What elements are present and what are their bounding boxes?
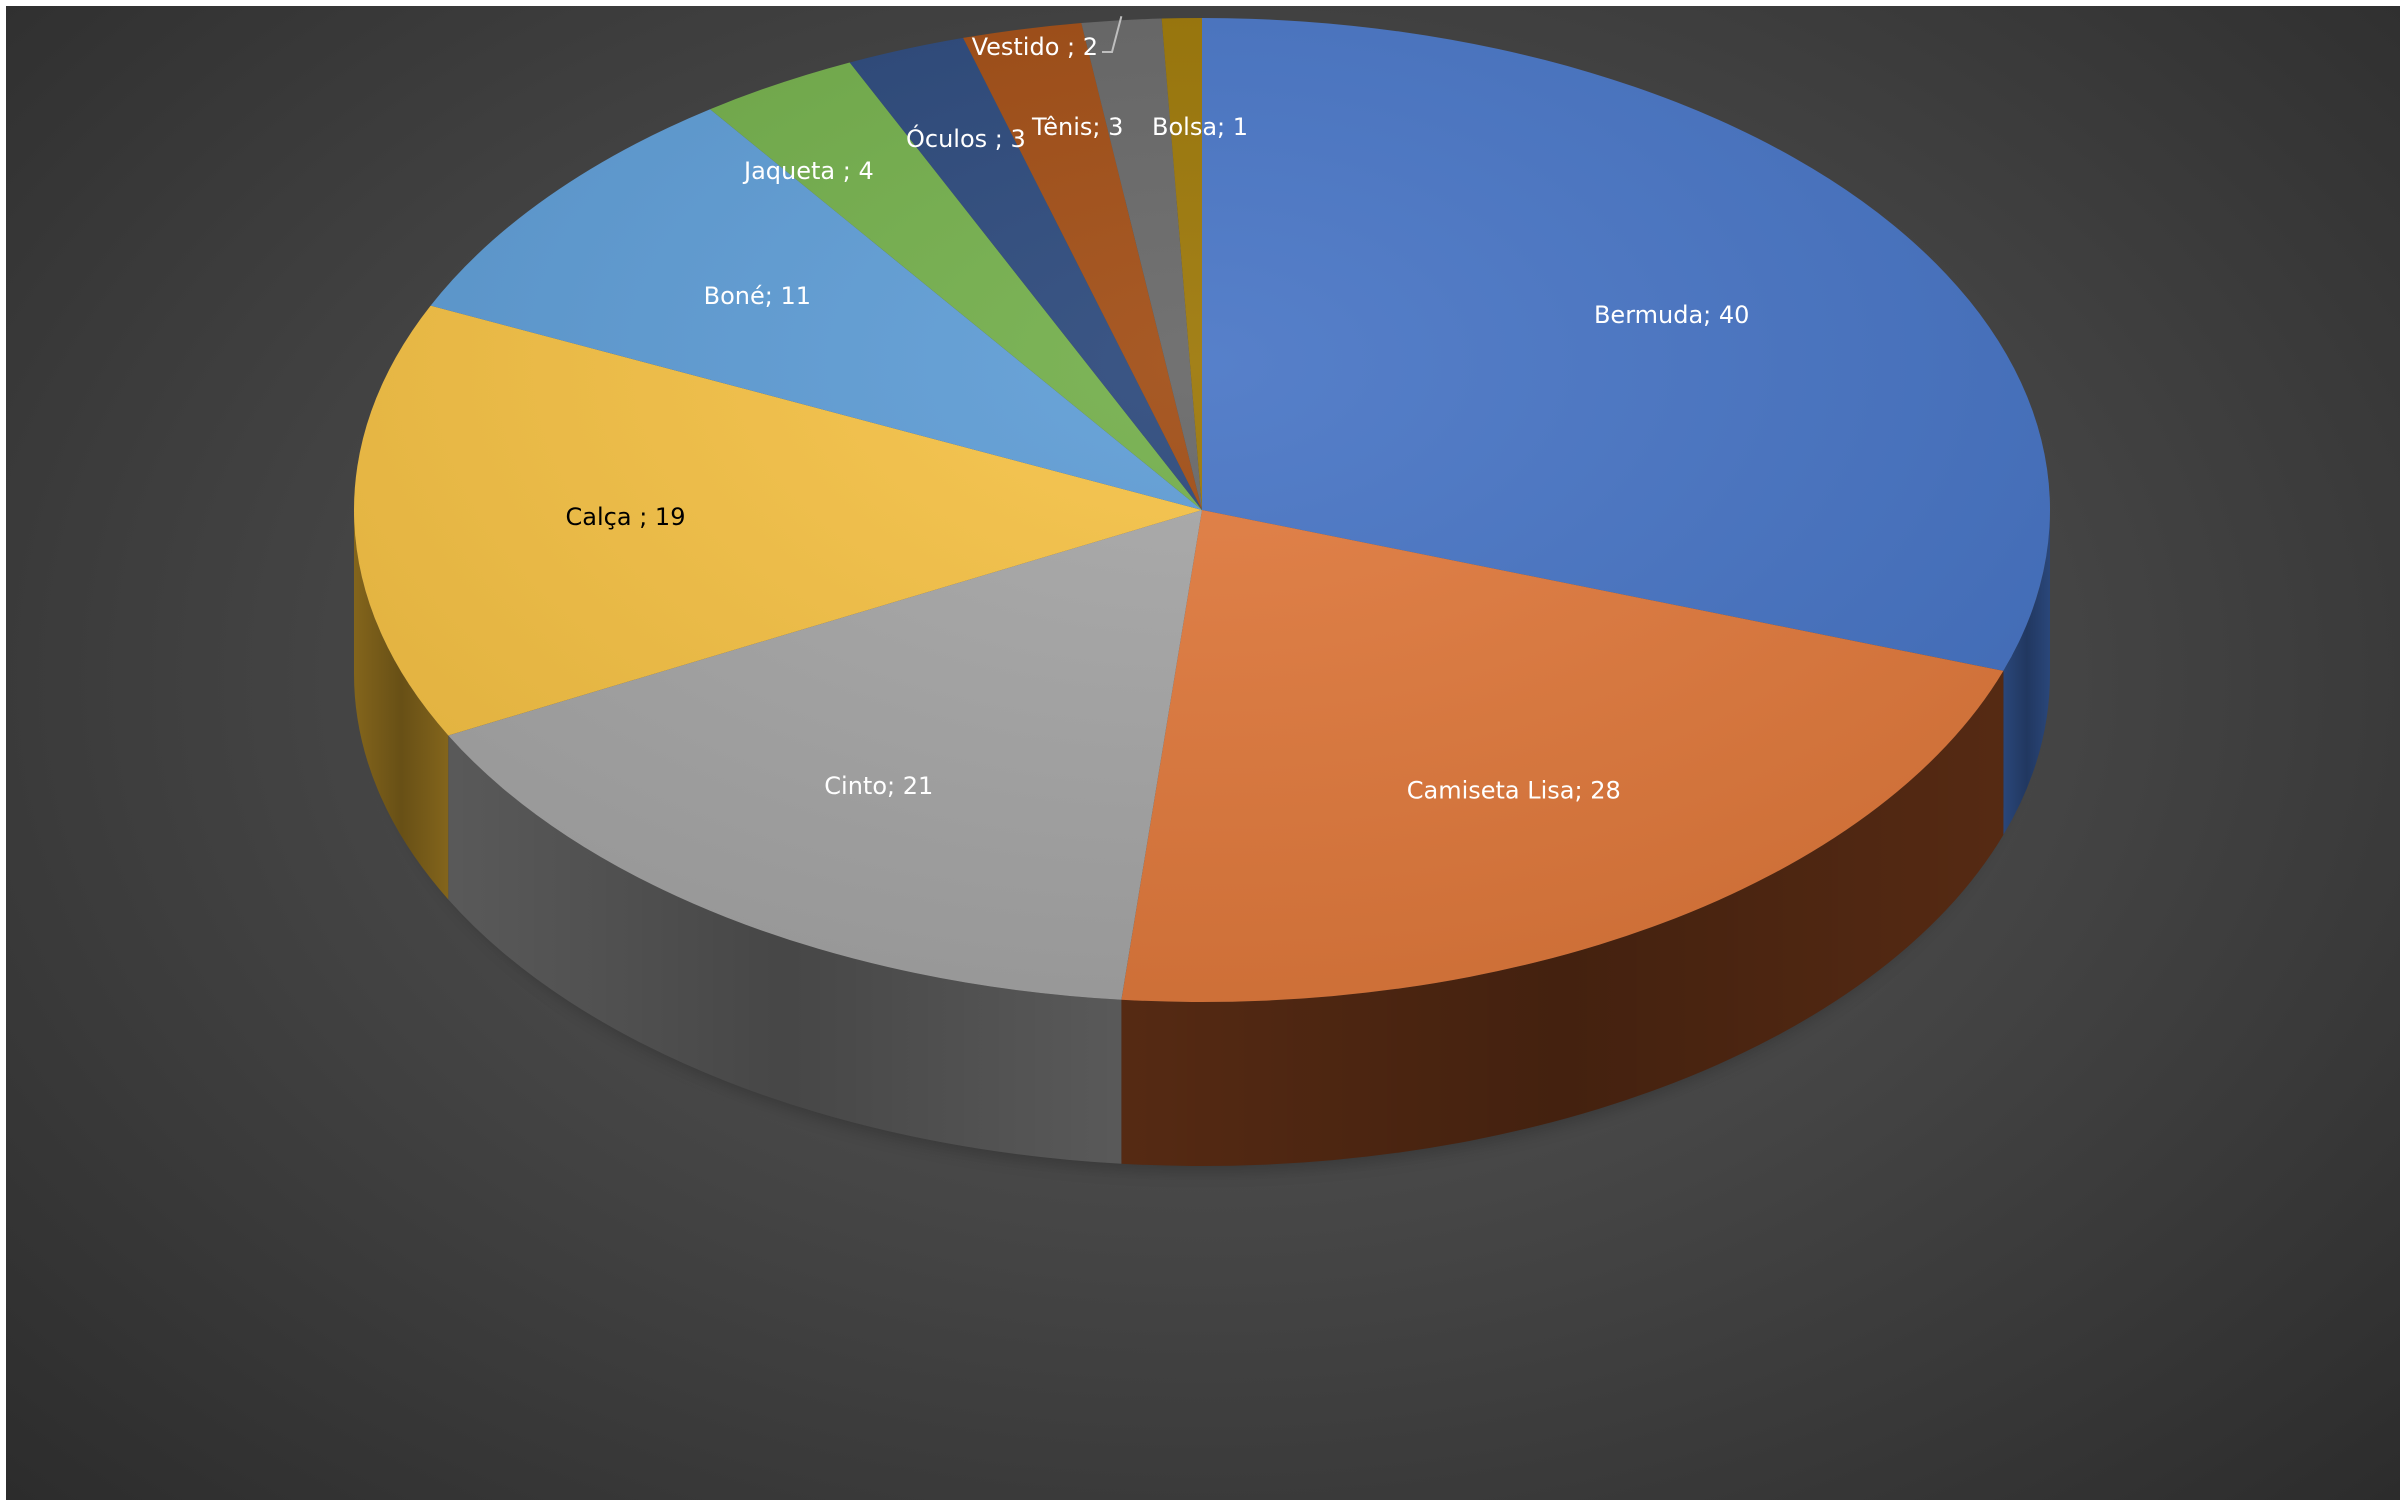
leader-line-vestido bbox=[1102, 15, 1123, 53]
data-label-bon-: Boné; 11 bbox=[704, 282, 811, 310]
pie-side-shade bbox=[354, 510, 449, 900]
chart-area: Bermuda; 40 Camiseta Lisa; 28 Cinto; 21 Cal… bbox=[6, 6, 2400, 1500]
data-label-vestido: Vestido ; 2 bbox=[972, 33, 1098, 61]
pie-chart: Bermuda; 40 Camiseta Lisa; 28 Cinto; 21 Cal… bbox=[354, 15, 2050, 1166]
data-label-cal-a: Calça ; 19 bbox=[566, 503, 686, 531]
pie-side-shade bbox=[448, 735, 1122, 1164]
data-label--culos: Óculos ; 3 bbox=[906, 123, 1026, 153]
data-label-cinto: Cinto; 21 bbox=[824, 772, 933, 800]
data-label-bolsa: Bolsa; 1 bbox=[1152, 113, 1248, 141]
pie-side-shade bbox=[1121, 670, 2004, 1166]
data-label-bermuda: Bermuda; 40 bbox=[1594, 301, 1749, 329]
pie-side-shade bbox=[2003, 510, 2050, 835]
data-label-camiseta-lisa: Camiseta Lisa; 28 bbox=[1407, 776, 1621, 804]
pie-top-lighting bbox=[354, 18, 2050, 1002]
data-label-t-nis: Tênis; 3 bbox=[1031, 113, 1123, 141]
data-label-jaqueta: Jaqueta ; 4 bbox=[742, 157, 874, 185]
